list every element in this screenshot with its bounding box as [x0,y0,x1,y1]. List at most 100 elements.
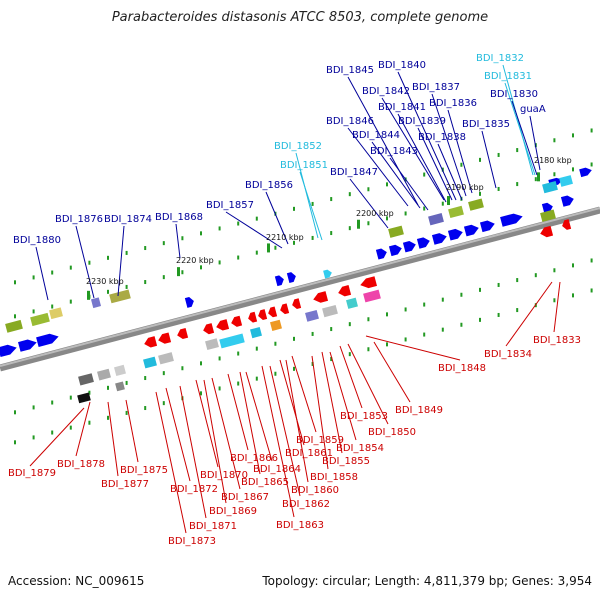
reverse-gene-arrow [292,298,302,309]
lower-gene-labels: BDI_1833 BDI_1834 BDI_1848 BDI_1849 BDI_… [8,335,581,547]
major-tick-mark [357,219,360,229]
forward-gene-arrow [388,244,402,257]
tick-mark [293,240,295,245]
gene-label: BDI_1853 [340,411,388,422]
forward-gene-arrow [560,195,574,207]
gene-label: BDI_1874 [104,214,152,225]
leader-line [311,355,329,470]
forward-gene-arrow-shape [479,220,495,233]
leader-line [117,225,125,297]
major-tick-mark [177,267,180,277]
tick-mark [516,182,519,187]
tick-mark [386,216,388,221]
leader-line [347,127,409,207]
gene-category-box [322,304,338,318]
leader-line [265,191,289,245]
tick-mark [88,260,91,265]
forward-gene-arrow [416,237,430,249]
leader-line [261,365,295,518]
tick-mark [516,308,519,313]
gene-label: BDI_1876 [55,214,103,225]
leader-line [529,115,541,171]
tick-mark [460,162,463,167]
tick-mark [516,278,519,283]
gene-label: BDI_1864 [253,464,301,475]
tick-mark [590,258,593,263]
gene-category-box [540,209,556,222]
leader-line [321,351,343,454]
gene-label: BDI_1875 [120,465,168,476]
gene-label: BDI_1866 [230,453,278,464]
genome-summary-text: Topology: circular; Length: 4,811,379 bp… [262,574,592,588]
leader-line [431,93,467,197]
reverse-gene-arrow-shape [216,319,230,331]
tick-mark [441,297,444,302]
gene-label: BDI_1859 [296,435,344,446]
tick-mark [14,280,16,285]
gene-label: BDI_1838 [418,132,466,143]
gene-label: BDI_1872 [170,484,218,495]
tick-mark [237,381,240,386]
tick-mark [32,275,35,280]
tick-mark [218,356,221,361]
tick-mark [274,371,277,376]
tick-mark [125,380,128,385]
reverse-gene-arrow [158,332,172,344]
forward-gene-arrow [184,297,194,308]
gene-label: BDI_1837 [412,82,460,93]
forward-gene-arrow-shape [579,167,592,178]
tick-mark [423,302,426,307]
tick-mark [69,299,72,304]
tick-mark [274,245,277,250]
reverse-gene-arrow-shape [313,291,329,303]
forward-gene-arrow-shape [560,195,574,207]
reverse-gene-arrow-shape [280,303,290,315]
tick-mark [255,376,258,381]
gene-label: BDI_1854 [336,443,384,454]
gene-label: BDI_1851 [280,160,328,171]
reverse-gene-arrow [540,225,554,238]
gene-label: BDI_1863 [276,520,324,531]
forward-gene-arrow [479,220,495,233]
tick-mark [553,138,556,143]
tick-mark [51,304,54,309]
gene-label: BDI_1843 [370,146,418,157]
tick-mark [479,287,481,292]
tick-mark [181,366,184,371]
reverse-gene-arrow-shape [248,311,258,323]
leader-line [75,225,95,299]
tick-mark [386,182,388,187]
gene-category-box [250,326,262,339]
reverse-gene-arrow-shape [338,285,352,297]
leader-line [397,113,447,203]
tick-mark [553,298,556,303]
reverse-gene-arrow-shape [268,306,278,318]
tick-mark [69,395,72,400]
gene-category-box [346,297,358,309]
leader-line [389,157,429,211]
reverse-gene-arrow [203,323,215,335]
forward-gene-arrow-shape [36,333,59,347]
tick-mark [348,192,351,197]
kbp-label: 2190 kbp [446,183,484,192]
tick-mark [125,284,128,289]
reverse-gene-arrow-shape [158,332,172,344]
gene-category-box [428,213,444,226]
leader-line [347,76,419,206]
gene-category-box [143,356,157,369]
leader-line [373,341,411,403]
reverse-gene-arrow-shape [258,309,268,320]
tick-mark [534,273,537,278]
gene-label: BDI_1844 [352,130,400,141]
tick-mark [441,327,444,332]
tick-mark [423,332,426,337]
tick-mark [590,128,593,133]
gene-label: BDI_1848 [438,363,486,374]
tick-mark [144,376,147,381]
forward-gene-arrow-shape [402,241,416,253]
tick-mark [516,148,519,153]
tick-mark [330,197,333,202]
forward-gene-arrow-shape [388,244,402,257]
leader-line [381,97,445,201]
kbp-label: 2230 kbp [86,277,124,286]
